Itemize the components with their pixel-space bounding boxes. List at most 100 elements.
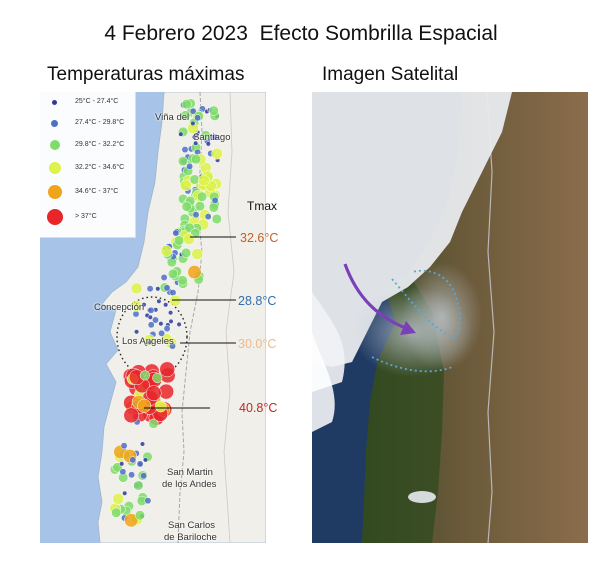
station-marker (180, 110, 191, 121)
station-marker (194, 201, 205, 212)
station-marker (140, 472, 148, 480)
station-marker (178, 131, 184, 137)
smoke-plume-east (402, 262, 482, 372)
legend-row: 27.4°C - 29.8°C (40, 115, 135, 135)
station-marker (112, 492, 125, 505)
station-marker (136, 460, 144, 468)
temperature-map-svg (40, 92, 266, 543)
station-marker (204, 213, 212, 221)
cloud-bank (312, 332, 335, 432)
station-marker (196, 191, 208, 202)
station-marker (160, 274, 168, 281)
station-marker (147, 321, 155, 329)
legend-marker (51, 120, 58, 127)
station-marker (190, 120, 196, 126)
smoke-outline-south (371, 356, 453, 373)
station-marker (155, 286, 161, 292)
tmax-callout-value: 32.6°C (240, 231, 279, 245)
station-marker (119, 461, 125, 467)
station-marker (137, 398, 152, 413)
station-marker (169, 289, 177, 297)
station-marker (144, 497, 152, 505)
station-marker (181, 201, 192, 212)
legend-label: 34.6°C - 37°C (75, 188, 119, 195)
legend-marker (48, 185, 62, 199)
station-marker (158, 329, 166, 337)
station-marker (179, 179, 192, 192)
station-marker (134, 510, 146, 521)
station-marker (139, 441, 146, 447)
station-marker (169, 342, 176, 350)
station-marker (134, 329, 140, 335)
station-marker (152, 316, 159, 324)
station-marker (147, 314, 153, 320)
legend-label: > 37°C (75, 213, 97, 220)
station-marker (154, 400, 167, 413)
station-marker (191, 248, 204, 260)
station-marker (123, 407, 140, 424)
station-marker (194, 114, 202, 122)
station-marker (208, 105, 219, 116)
station-marker (128, 471, 136, 479)
station-marker (205, 141, 211, 147)
station-marker (181, 99, 192, 110)
temperature-map[interactable] (40, 92, 266, 543)
satellite-image[interactable] (312, 92, 588, 543)
legend-row: 34.6°C - 37°C (40, 184, 135, 204)
station-marker (147, 306, 155, 314)
station-marker (169, 294, 182, 307)
city-label-vina: Viña del (155, 112, 190, 123)
station-marker (181, 146, 189, 154)
right-panel-subtitle: Imagen Satelital (322, 64, 459, 85)
station-marker (156, 298, 162, 304)
station-marker (130, 282, 143, 295)
station-marker (163, 325, 171, 333)
station-marker (208, 202, 219, 213)
city-label-concepcion: Concepción (94, 302, 145, 313)
city-label-de-los-andes: de los Andes (162, 479, 217, 490)
station-marker (190, 154, 202, 165)
legend-label: 27.4°C - 29.8°C (75, 119, 125, 126)
callout-leader-lines (144, 236, 236, 409)
land-area (97, 92, 266, 543)
legend-row: 29.8°C - 32.2°C (40, 137, 135, 157)
figure-title: 4 Febrero 2023 Efecto Sombrilla Espacial (104, 22, 498, 45)
legend-row: > 37°C (40, 209, 135, 229)
station-marker (129, 456, 137, 464)
station-marker (183, 233, 195, 245)
station-marker (174, 235, 185, 246)
station-marker (189, 107, 197, 115)
station-marker (211, 196, 219, 204)
station-marker (177, 156, 189, 167)
station-marker (163, 284, 171, 292)
station-marker (160, 245, 173, 257)
station-marker (163, 302, 169, 308)
station-marker (119, 468, 127, 476)
tmax-callout-value: 28.8°C (238, 294, 277, 308)
station-marker (167, 268, 179, 279)
station-marker (160, 333, 173, 345)
wind-arrow (343, 263, 409, 331)
satellite-image-svg (312, 92, 588, 543)
tmax-callout-value: 40.8°C (239, 401, 278, 415)
station-marker (139, 370, 150, 381)
station-marker (176, 321, 182, 327)
station-marker (211, 213, 222, 225)
station-marker (142, 457, 149, 463)
legend-label: 32.2°C - 34.6°C (75, 164, 125, 171)
legend-row: 32.2°C - 34.6°C (40, 160, 135, 180)
station-marker (152, 372, 163, 384)
city-label-de-bariloche: de Bariloche (164, 532, 217, 543)
station-marker (211, 147, 223, 160)
station-marker (124, 513, 139, 528)
city-label-los-angeles: Los Angeles (122, 336, 174, 347)
station-marker (133, 480, 144, 491)
border-line (486, 92, 495, 543)
station-marker (172, 229, 180, 237)
station-marker (168, 310, 174, 316)
station-marker (186, 162, 194, 170)
legend-label: 25°C - 27.4°C (75, 98, 119, 105)
station-marker (168, 318, 174, 324)
station-marker (130, 300, 142, 312)
station-marker (120, 442, 128, 450)
